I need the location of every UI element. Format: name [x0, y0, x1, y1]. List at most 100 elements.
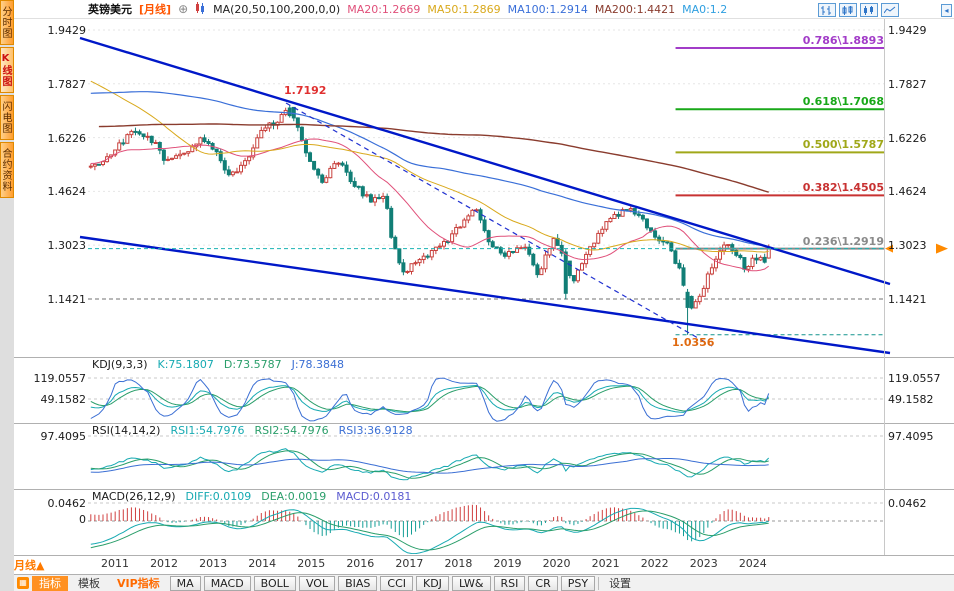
ma50-value: MA50:1.2869: [427, 2, 501, 16]
indicator-button-boll[interactable]: BOLL: [253, 575, 296, 591]
period-label[interactable]: [月线]: [139, 3, 172, 16]
add-indicator-icon[interactable]: ⊕: [178, 2, 189, 16]
collapse-panel-icon[interactable]: ◂: [941, 4, 952, 17]
rsi-header: RSI(14,14,2) RSI1:54.7976 RSI2:54.7976 R…: [92, 424, 413, 437]
ma100-value: MA100:1.2914: [507, 2, 588, 16]
year-tick: 2019: [493, 557, 522, 570]
macd-header: MACD(26,12,9) DIFF:0.0109 DEA:0.0019 MAC…: [92, 490, 411, 503]
price-label-left: 1.4624: [47, 185, 87, 198]
toolbar-settings[interactable]: 设置: [609, 576, 632, 590]
chart-header: 英镑美元 [月线] ⊕ MA(20,50,100,200,0,0) MA20:1…: [14, 0, 954, 18]
sidebar-tab-kline-chart[interactable]: K线图: [0, 47, 14, 93]
indicator-button-psy[interactable]: PSY: [560, 575, 596, 591]
kdj-axis-right: 119.0557: [888, 372, 941, 385]
kdj-axis-right: 49.1582: [888, 393, 934, 406]
year-tick: 2014: [248, 557, 277, 570]
macd-dea-value: DEA:0.0019: [261, 490, 327, 503]
year-tick: 2016: [346, 557, 375, 570]
bar-chart-style-icon[interactable]: [818, 3, 836, 17]
fib-label: 0.236\1.2919: [802, 234, 884, 248]
macd-axis-right: 0.0462: [888, 497, 927, 510]
kdj-j-value: J:78.3848: [291, 358, 345, 371]
indicator-button-kdj[interactable]: KDJ: [416, 575, 449, 591]
ma20-value: MA20:1.2669: [347, 2, 421, 16]
fib-label: 0.500\1.5787: [802, 138, 884, 152]
indicator-menu-icon[interactable]: ▦: [17, 577, 29, 589]
line-chart-style-icon[interactable]: [881, 3, 899, 17]
sidebar-tab-contract-info[interactable]: 合约资料: [0, 142, 14, 198]
price-label-left: 1.7827: [47, 78, 87, 91]
fib-label: 0.786\1.8893: [802, 34, 884, 47]
macd-axis-zero-left: 0: [79, 513, 86, 526]
year-tick: 2011: [101, 557, 129, 570]
indicator-button-bias[interactable]: BIAS: [338, 575, 378, 591]
rsi3-value: RSI3:36.9128: [338, 424, 413, 437]
indicator-button-cci[interactable]: CCI: [380, 575, 413, 591]
rsi-axis-right: 97.4095: [888, 430, 934, 443]
kdj-axis-left: 119.0557: [33, 372, 87, 385]
price-label-right: 1.9429: [888, 24, 927, 37]
fib-label: 0.382\1.4505: [802, 181, 884, 195]
indicator-button-rsi[interactable]: RSI: [493, 575, 526, 591]
price-label-left: 1.1421: [47, 293, 87, 306]
macd-title: MACD(26,12,9): [92, 490, 176, 503]
sidebar-tab-time-chart[interactable]: 分时图: [0, 0, 14, 45]
indicator-button-ma[interactable]: MA: [169, 575, 201, 591]
kdj-title: KDJ(9,3,3): [92, 358, 148, 371]
annotation-high-1.7192: 1.7192: [284, 84, 327, 97]
year-tick: 2020: [542, 557, 571, 570]
macd-axis-left: 0.0462: [47, 497, 87, 510]
kdj-axis-left: 49.1582: [40, 393, 87, 406]
year-tick: 2021: [591, 557, 620, 570]
year-tick: 2024: [738, 557, 767, 570]
candle-icon: [195, 1, 206, 17]
macd-macd-value: MACD:0.0181: [336, 490, 412, 503]
filled-candle-style-icon[interactable]: [860, 3, 878, 17]
year-tick: 2015: [297, 557, 326, 570]
macd-diff-value: DIFF:0.0109: [185, 490, 252, 503]
price-label-left: 1.6226: [47, 132, 87, 145]
sidebar: 分时图 K线图 闪电图 合约资料: [0, 0, 14, 591]
period-selector[interactable]: 月线▲: [14, 557, 44, 573]
rsi2-value: RSI2:54.7976: [254, 424, 329, 437]
ma200-value: MA200:1.4421: [594, 2, 676, 16]
hollow-candle-style-icon[interactable]: [839, 3, 857, 17]
ma-settings-label: MA(20,50,100,200,0,0): [213, 2, 341, 16]
indicator-toolbar: ▦ 指标 模板 VIP指标 MA MACD BOLL VOL BIAS CCI …: [14, 574, 954, 591]
rsi-title: RSI(14,14,2): [92, 424, 161, 437]
rsi1-value: RSI1:54.7976: [170, 424, 245, 437]
symbol-name: 英镑美元: [88, 3, 132, 16]
kdj-d-value: D:73.5787: [223, 358, 282, 371]
price-label-right: 1.3023: [888, 239, 927, 252]
x-axis-band: [14, 556, 954, 573]
price-label-right: 1.4624: [888, 185, 927, 198]
toolbar-divider: [598, 576, 600, 590]
year-tick: 2017: [395, 557, 424, 570]
indicator-button-vol[interactable]: VOL: [298, 575, 336, 591]
price-label-right: 1.7827: [888, 78, 927, 91]
period-selector-arrow-icon: ▲: [36, 559, 45, 572]
kdj-header: KDJ(9,3,3) K:75.1807 D:73.5787 J:78.3848: [92, 358, 344, 371]
year-tick: 2012: [150, 557, 179, 570]
indicator-button-macd[interactable]: MACD: [203, 575, 251, 591]
fib-label: 0.618\1.7068: [802, 95, 884, 109]
ma0-value: MA0:1.2: [682, 2, 728, 16]
price-label-left: 1.9429: [47, 24, 87, 37]
price-label-right: 1.6226: [888, 132, 927, 145]
indicator-button-lwr[interactable]: LW&: [451, 575, 491, 591]
price-label-right: 1.1421: [888, 293, 927, 306]
toolbar-tab-vip-indicators[interactable]: VIP指标: [117, 576, 160, 590]
annotation-low-1.0356: 1.0356: [672, 336, 715, 349]
rsi-axis-left: 97.4095: [40, 430, 87, 443]
year-axis: 2011 2012 2013 2014 2015 2016 2017 2018 …: [98, 557, 770, 570]
indicator-button-cr[interactable]: CR: [528, 575, 558, 591]
sidebar-tab-lightning-chart[interactable]: 闪电图: [0, 95, 14, 140]
toolbar-tab-templates[interactable]: 模板: [78, 576, 100, 590]
year-tick: 2013: [199, 557, 228, 570]
kdj-k-value: K:75.1807: [157, 358, 214, 371]
year-tick: 2018: [444, 557, 473, 570]
chart-style-toolbar: [818, 3, 899, 17]
toolbar-tab-indicators[interactable]: 指标: [32, 575, 68, 591]
